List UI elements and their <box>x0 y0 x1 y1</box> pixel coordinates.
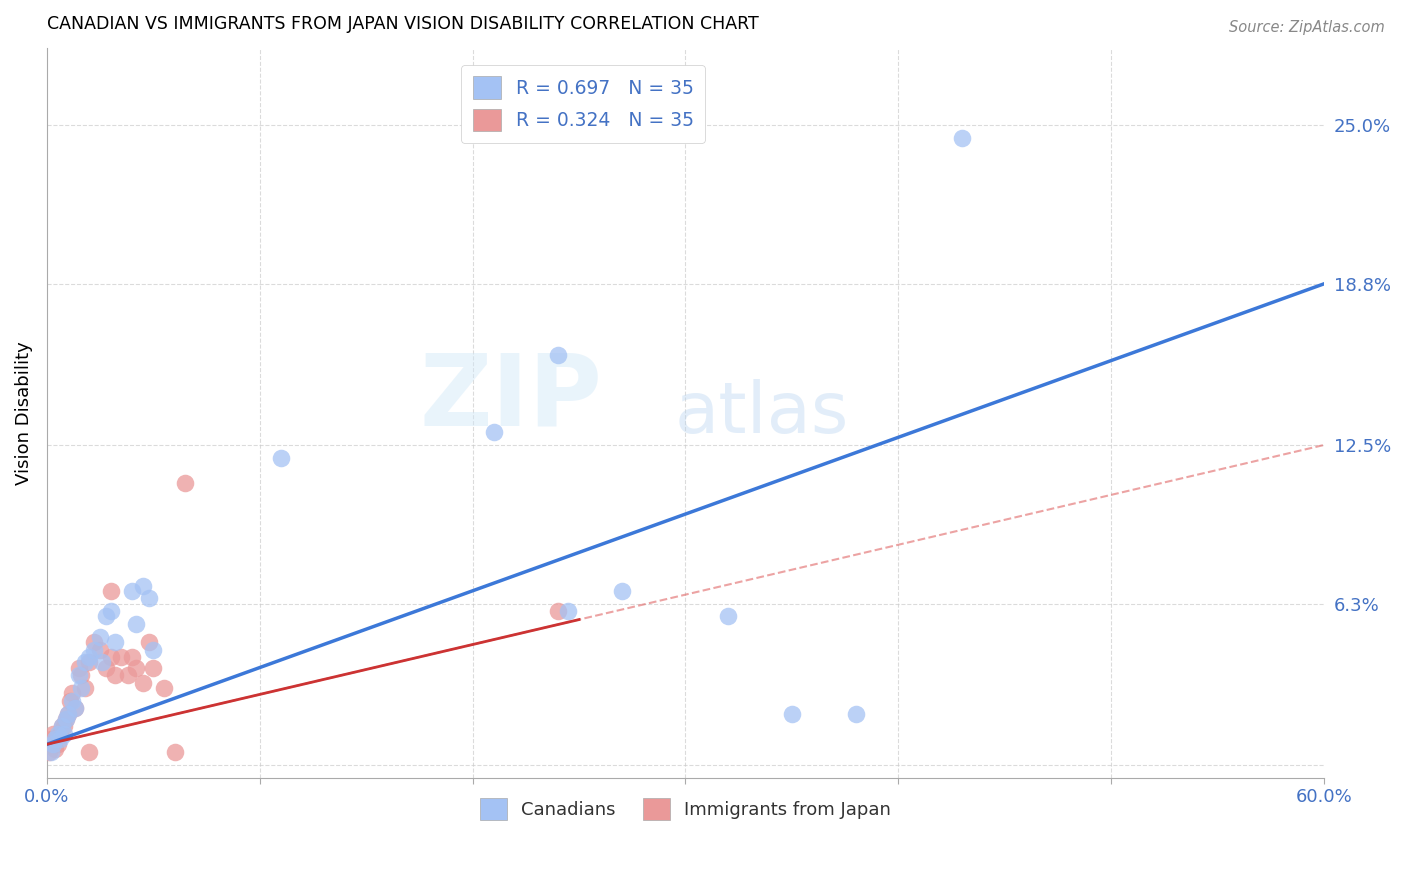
Point <box>55 712 77 726</box>
Point <box>717 609 740 624</box>
Point <box>96 609 118 624</box>
Point <box>38 745 60 759</box>
Point <box>89 642 111 657</box>
Point <box>46 727 69 741</box>
Point <box>70 681 93 695</box>
Point <box>780 706 803 721</box>
Point <box>79 656 101 670</box>
Point <box>52 719 75 733</box>
Point <box>67 660 90 674</box>
Point <box>89 630 111 644</box>
Point <box>845 706 868 721</box>
Point <box>138 591 160 606</box>
Point <box>51 719 73 733</box>
Point <box>51 719 73 733</box>
Text: atlas: atlas <box>675 378 849 448</box>
Point <box>547 604 569 618</box>
Point <box>59 694 82 708</box>
Point <box>48 727 70 741</box>
Point <box>48 732 70 747</box>
Point <box>55 712 77 726</box>
Point <box>270 450 292 465</box>
Text: CANADIAN VS IMMIGRANTS FROM JAPAN VISION DISABILITY CORRELATION CHART: CANADIAN VS IMMIGRANTS FROM JAPAN VISION… <box>46 15 759 33</box>
Point <box>96 660 118 674</box>
Point <box>547 348 569 362</box>
Point <box>52 727 75 741</box>
Point <box>131 579 153 593</box>
Point <box>482 425 505 440</box>
Point <box>91 656 114 670</box>
Point <box>950 131 973 145</box>
Point <box>138 635 160 649</box>
Text: ZIP: ZIP <box>419 350 602 447</box>
Point <box>131 676 153 690</box>
Point <box>63 701 86 715</box>
Point <box>610 583 633 598</box>
Point <box>174 476 197 491</box>
Point <box>79 745 101 759</box>
Point <box>104 635 127 649</box>
Point <box>42 727 65 741</box>
Point <box>79 650 101 665</box>
Point <box>100 583 122 598</box>
Point <box>39 745 62 759</box>
Legend: Canadians, Immigrants from Japan: Canadians, Immigrants from Japan <box>472 790 898 827</box>
Point <box>70 668 93 682</box>
Point <box>110 650 132 665</box>
Point <box>75 681 97 695</box>
Point <box>100 604 122 618</box>
Point <box>142 660 165 674</box>
Point <box>63 701 86 715</box>
Point <box>46 737 69 751</box>
Point <box>44 742 66 756</box>
Point <box>557 604 579 618</box>
Point <box>163 745 186 759</box>
Point <box>83 635 105 649</box>
Point <box>100 650 122 665</box>
Point <box>142 642 165 657</box>
Point <box>125 660 148 674</box>
Point <box>56 706 79 721</box>
Point <box>153 681 176 695</box>
Point <box>121 650 143 665</box>
Point <box>62 694 84 708</box>
Point <box>104 668 127 682</box>
Point <box>83 642 105 657</box>
Point <box>62 686 84 700</box>
Point <box>44 732 66 747</box>
Point <box>117 668 139 682</box>
Point <box>42 737 65 751</box>
Point <box>125 617 148 632</box>
Text: Source: ZipAtlas.com: Source: ZipAtlas.com <box>1229 20 1385 35</box>
Point <box>39 732 62 747</box>
Y-axis label: Vision Disability: Vision Disability <box>15 341 32 485</box>
Point <box>121 583 143 598</box>
Point <box>75 656 97 670</box>
Point <box>56 706 79 721</box>
Point <box>67 668 90 682</box>
